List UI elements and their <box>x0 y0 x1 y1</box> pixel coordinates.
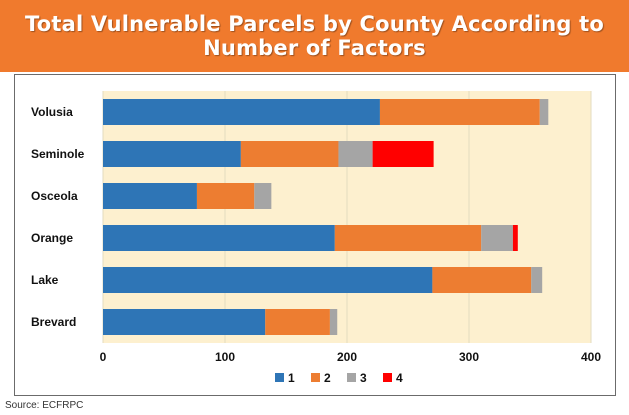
chart-frame: 0 100 200 300 400 Volusia Seminole Osceola Orang… <box>14 74 616 396</box>
bar-segment <box>103 183 197 209</box>
stacked-bar-chart: 0 100 200 300 400 Volusia Seminole Osceola Orang… <box>31 91 601 385</box>
category-label: Osceola <box>31 189 78 203</box>
legend-swatch <box>311 373 320 382</box>
bar-segment <box>103 141 241 167</box>
category-label: Brevard <box>31 315 76 329</box>
category-label: Orange <box>31 231 73 245</box>
bar-segment <box>265 309 330 335</box>
x-tick-label: 300 <box>459 350 479 364</box>
bar-segment <box>481 225 513 251</box>
chart-title-line-2: Number of Factors <box>203 36 426 60</box>
legend-swatch <box>383 373 392 382</box>
category-label: Lake <box>31 273 59 287</box>
bar-segment <box>240 141 339 167</box>
bar-segment <box>103 225 335 251</box>
x-tick-label: 0 <box>100 350 107 364</box>
source-note: Source: ECFRPC <box>5 400 84 411</box>
title-banner: Total Vulnerable Parcels by County Accor… <box>0 0 629 72</box>
legend-swatch <box>275 373 284 382</box>
bar-segment <box>512 225 518 251</box>
x-tick-label: 400 <box>581 350 601 364</box>
legend-label: 4 <box>396 371 403 385</box>
bar-segment <box>379 99 540 125</box>
bar-segment <box>531 267 543 293</box>
chart-title-line-1: Total Vulnerable Parcels by County Accor… <box>24 12 605 36</box>
bar-segment <box>334 225 482 251</box>
category-label: Volusia <box>31 105 73 119</box>
bar-segment <box>254 183 272 209</box>
bar-segment <box>432 267 532 293</box>
bar-segment <box>196 183 255 209</box>
bar-segment <box>338 141 373 167</box>
legend-label: 3 <box>360 371 367 385</box>
x-tick-label: 200 <box>337 350 357 364</box>
bar-segment <box>103 267 433 293</box>
bar-segment <box>539 99 549 125</box>
bar-segment <box>103 99 380 125</box>
bar-segment <box>372 141 434 167</box>
legend-label: 2 <box>324 371 331 385</box>
category-label: Seminole <box>31 147 85 161</box>
legend-swatch <box>347 373 356 382</box>
bar-segment <box>103 309 266 335</box>
legend-label: 1 <box>288 371 295 385</box>
bar-segment <box>329 309 338 335</box>
x-tick-label: 100 <box>215 350 235 364</box>
